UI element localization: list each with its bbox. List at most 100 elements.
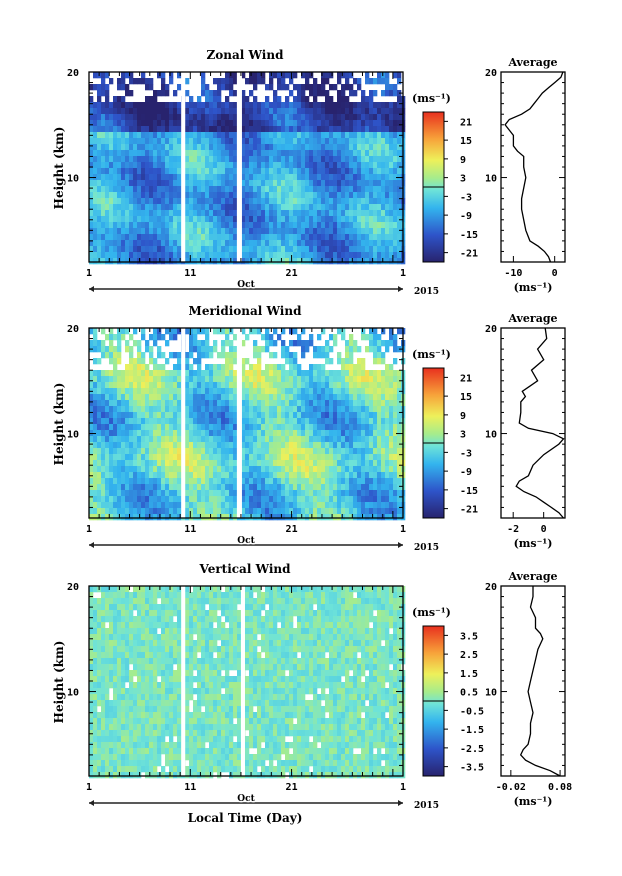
heatmap-cell [329, 406, 334, 413]
heatmap-cell [173, 258, 178, 265]
heatmap-cell [173, 114, 178, 121]
heatmap-cell [97, 490, 102, 497]
heatmap-cell [249, 496, 254, 503]
heatmap-cell [117, 430, 122, 437]
heatmap-cell [137, 168, 142, 175]
heatmap-cell [221, 138, 226, 145]
heatmap-cell [117, 174, 122, 181]
heatmap-cell [365, 210, 370, 217]
heatmap-cell [325, 406, 330, 413]
heatmap-cell [357, 400, 362, 407]
heatmap-cell [153, 210, 158, 217]
heatmap-cell [189, 466, 194, 473]
heatmap-cell [229, 424, 234, 431]
heatmap-cell [89, 252, 94, 259]
heatmap-cell [125, 126, 130, 133]
heatmap-cell [273, 90, 278, 97]
heatmap-cell [225, 364, 230, 371]
heatmap-cell [261, 382, 266, 389]
month-label: Oct [237, 536, 255, 546]
heatmap-cell [301, 490, 306, 497]
heatmap-cell [365, 246, 370, 253]
heatmap-cell [121, 222, 126, 229]
heatmap-cell [137, 234, 142, 241]
heatmap-cell [293, 388, 298, 395]
heatmap-cell [285, 132, 290, 139]
heatmap-cell [257, 186, 262, 193]
heatmap-cell [209, 466, 214, 473]
heatmap-cell [253, 376, 258, 383]
heatmap-cell [309, 168, 314, 175]
heatmap-cell [301, 430, 306, 437]
heatmap-cell [141, 466, 146, 473]
heatmap-cell [289, 490, 294, 497]
heatmap-cell [349, 334, 354, 341]
heatmap-cell [253, 496, 258, 503]
heatmap-cell [153, 114, 158, 121]
heatmap-cell [397, 406, 402, 413]
heatmap-cell [289, 502, 294, 509]
heatmap-cell [369, 162, 374, 169]
heatmap-cell [277, 412, 282, 419]
heatmap-cell [217, 222, 222, 229]
heatmap-cell [389, 466, 394, 473]
heatmap-cell [377, 198, 382, 205]
heatmap-cell [293, 144, 298, 151]
heatmap-cell [113, 478, 118, 485]
heatmap-cell [229, 198, 234, 205]
heatmap-cell [313, 156, 318, 163]
heatmap-cell [109, 328, 114, 335]
heatmap-cell [313, 192, 318, 199]
heatmap-cell [345, 394, 350, 401]
heatmap-cell [161, 144, 166, 151]
heatmap-cell [337, 210, 342, 217]
heatmap-cell [277, 436, 282, 443]
heatmap-cell [293, 400, 298, 407]
heatmap-cell [373, 132, 378, 139]
heatmap-cell [389, 436, 394, 443]
heatmap-cell [193, 192, 198, 199]
heatmap-cell [357, 204, 362, 211]
heatmap-cell [249, 120, 254, 127]
heatmap-cell [301, 376, 306, 383]
heatmap-cell [193, 138, 198, 145]
heatmap-cell [377, 340, 382, 347]
heatmap-cell [321, 352, 326, 359]
heatmap-cell [241, 514, 246, 521]
heatmap-cell [249, 168, 254, 175]
heatmap-cell [193, 430, 198, 437]
heatmap-cell [325, 508, 330, 515]
heatmap-cell [137, 454, 142, 461]
heatmap-cell [153, 442, 158, 449]
heatmap-cell [233, 496, 238, 503]
heatmap-cell [193, 514, 198, 521]
heatmap-cell [265, 334, 270, 341]
heatmap-cell [321, 234, 326, 241]
heatmap-cell [133, 508, 138, 515]
heatmap-cell [173, 126, 178, 133]
heatmap-cell [189, 400, 194, 407]
heatmap-cell [157, 162, 162, 169]
heatmap-cell [233, 514, 238, 521]
heatmap-cell [313, 418, 318, 425]
heatmap-cell [217, 376, 222, 383]
heatmap-cell [97, 228, 102, 235]
heatmap-cell [297, 370, 302, 377]
heatmap-cell [317, 334, 322, 341]
heatmap-cell [197, 216, 202, 223]
heatmap-cell [121, 216, 126, 223]
data-gap [181, 328, 186, 518]
heatmap-cell [113, 436, 118, 443]
heatmap-cell [125, 484, 130, 491]
heatmap-cell [97, 114, 102, 121]
heatmap-cell [109, 186, 114, 193]
heatmap-cell [293, 84, 298, 91]
heatmap-cell [145, 502, 150, 509]
heatmap-cell [305, 346, 310, 353]
heatmap-cell [97, 204, 102, 211]
heatmap-cell [341, 120, 346, 127]
heatmap-cell [313, 508, 318, 515]
heatmap-cell [325, 412, 330, 419]
heatmap-cell [101, 424, 106, 431]
heatmap-cell [241, 156, 246, 163]
